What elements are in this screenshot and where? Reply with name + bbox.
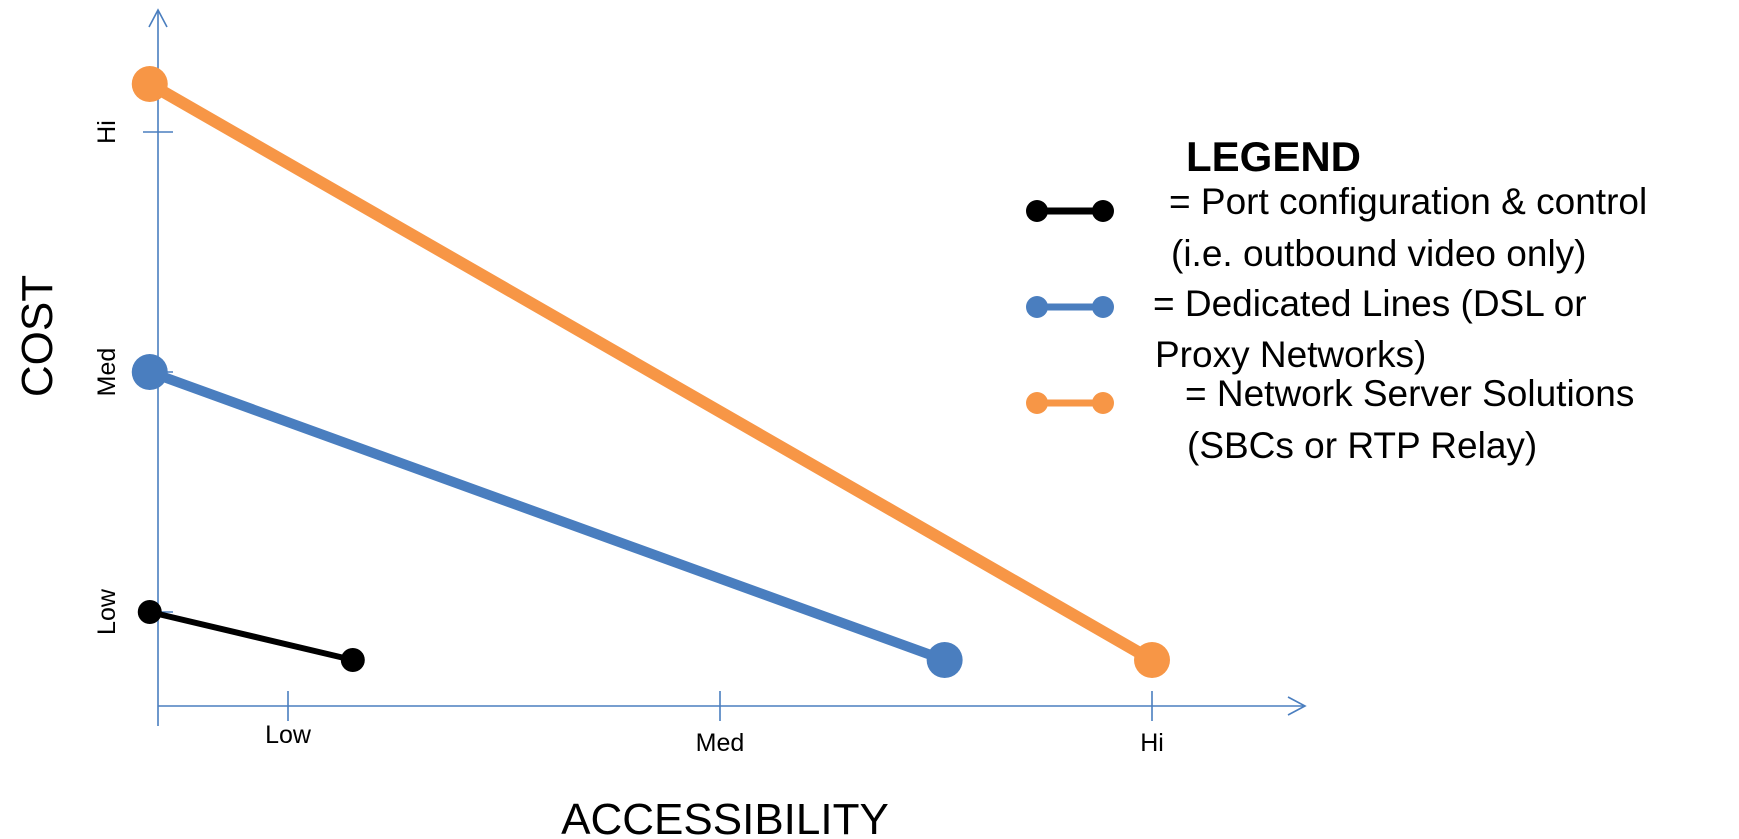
data-point xyxy=(1134,642,1170,678)
series xyxy=(131,66,1170,678)
data-point xyxy=(131,354,168,390)
data-point xyxy=(340,648,365,672)
legend-entry-dedicated-lines: = Dedicated Lines (DSL or Proxy Networks… xyxy=(1026,283,1587,375)
legend-swatch-marker xyxy=(1026,200,1048,222)
y-tick-label: Med xyxy=(93,348,121,397)
ticks: Low Med Hi Low Med Hi xyxy=(93,120,1164,757)
x-tick-label: Low xyxy=(265,721,312,749)
y-axis-arrow xyxy=(148,8,168,28)
data-point xyxy=(137,600,162,624)
x-tick-label: Med xyxy=(696,729,745,757)
legend-title: LEGEND xyxy=(1186,133,1361,180)
legend-entry-port-config: = Port configuration & control (i.e. out… xyxy=(1026,181,1647,274)
legend-text: (SBCs or RTP Relay) xyxy=(1187,425,1537,466)
legend-swatch-marker xyxy=(1092,392,1114,414)
legend-text: = Dedicated Lines (DSL or xyxy=(1153,283,1587,324)
series-3 xyxy=(131,66,1170,678)
legend-swatch-marker xyxy=(1092,296,1114,318)
y-tick-label: Hi xyxy=(93,120,121,144)
data-point xyxy=(131,66,168,102)
series-line xyxy=(143,78,1158,666)
x-axis-arrow xyxy=(1287,696,1307,716)
series-2 xyxy=(131,354,963,678)
series-line xyxy=(144,367,950,665)
legend-text: (i.e. outbound video only) xyxy=(1171,233,1587,274)
data-point xyxy=(926,642,963,678)
series-line xyxy=(146,609,356,663)
legend-text: = Network Server Solutions xyxy=(1185,373,1634,414)
legend-text: = Port configuration & control xyxy=(1169,181,1647,222)
legend-swatch-marker xyxy=(1026,392,1048,414)
legend-entry-network-server: = Network Server Solutions (SBCs or RTP … xyxy=(1026,373,1634,466)
legend-swatch-marker xyxy=(1092,200,1114,222)
legend-text: Proxy Networks) xyxy=(1155,334,1426,375)
series-1 xyxy=(137,600,365,672)
y-axis-title: COST xyxy=(13,275,62,397)
x-axis-title: ACCESSIBILITY xyxy=(561,795,889,839)
legend: LEGEND = Port configuration & control (i… xyxy=(1026,133,1647,466)
legend-swatch-marker xyxy=(1026,296,1048,318)
y-tick-label: Low xyxy=(93,588,121,635)
x-tick-label: Hi xyxy=(1140,729,1164,757)
